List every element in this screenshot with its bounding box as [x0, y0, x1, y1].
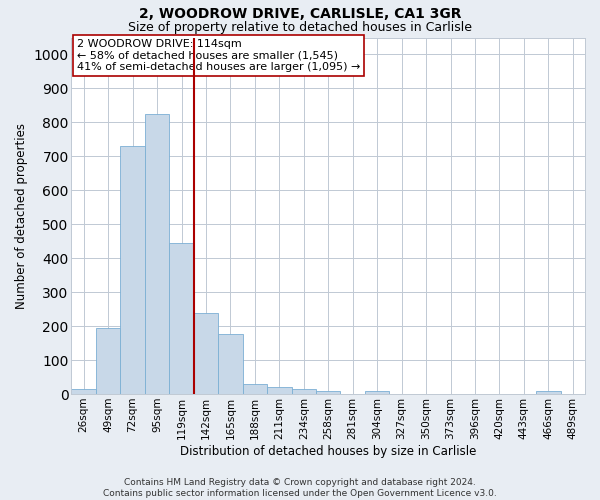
Bar	[242, 384, 267, 394]
Text: Size of property relative to detached houses in Carlisle: Size of property relative to detached ho…	[128, 21, 472, 34]
X-axis label: Distribution of detached houses by size in Carlisle: Distribution of detached houses by size …	[180, 444, 476, 458]
Y-axis label: Number of detached properties: Number of detached properties	[15, 123, 28, 309]
Text: Contains HM Land Registry data © Crown copyright and database right 2024.
Contai: Contains HM Land Registry data © Crown c…	[103, 478, 497, 498]
Bar	[292, 389, 316, 394]
Bar	[316, 392, 340, 394]
Text: 2 WOODROW DRIVE: 114sqm
← 58% of detached houses are smaller (1,545)
41% of semi: 2 WOODROW DRIVE: 114sqm ← 58% of detache…	[77, 40, 360, 72]
Bar	[96, 328, 121, 394]
Bar	[121, 146, 145, 394]
Bar	[267, 388, 292, 394]
Bar	[145, 114, 169, 394]
Bar	[194, 312, 218, 394]
Text: 2, WOODROW DRIVE, CARLISLE, CA1 3GR: 2, WOODROW DRIVE, CARLISLE, CA1 3GR	[139, 8, 461, 22]
Bar	[218, 334, 242, 394]
Bar	[365, 392, 389, 394]
Bar	[71, 389, 96, 394]
Bar	[536, 392, 560, 394]
Bar	[169, 243, 194, 394]
